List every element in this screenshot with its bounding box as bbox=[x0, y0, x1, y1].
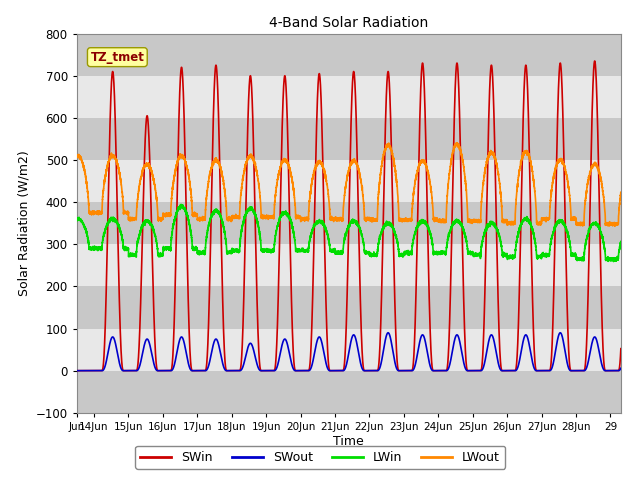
Bar bbox=[77, 34, 621, 76]
Bar bbox=[77, 118, 621, 160]
X-axis label: Time: Time bbox=[333, 434, 364, 448]
Y-axis label: Solar Radiation (W/m2): Solar Radiation (W/m2) bbox=[17, 150, 30, 296]
Bar bbox=[77, 328, 621, 371]
Bar bbox=[77, 287, 621, 328]
Bar bbox=[77, 160, 621, 202]
Text: TZ_tmet: TZ_tmet bbox=[90, 51, 144, 64]
Bar bbox=[77, 371, 621, 413]
Title: 4-Band Solar Radiation: 4-Band Solar Radiation bbox=[269, 16, 428, 30]
Bar bbox=[77, 244, 621, 287]
Bar bbox=[77, 76, 621, 118]
Legend: SWin, SWout, LWin, LWout: SWin, SWout, LWin, LWout bbox=[135, 446, 505, 469]
Bar bbox=[77, 202, 621, 244]
